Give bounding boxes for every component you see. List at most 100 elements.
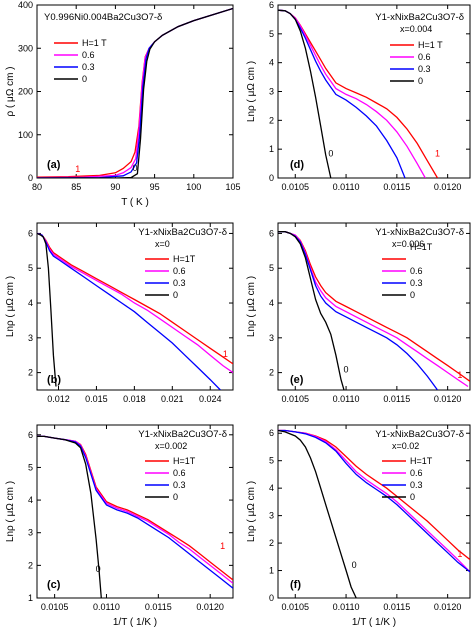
series-line-0.3	[278, 231, 439, 390]
y-tick-label: 2	[28, 560, 33, 570]
y-tick-label: 5	[269, 29, 274, 39]
x-tick-label: 0.0105	[41, 602, 69, 612]
legend-entry: 0	[410, 290, 415, 300]
panel-title: Y1-xNixBa2Cu3O7-δ	[138, 429, 227, 440]
y-tick-label: 2	[269, 115, 274, 125]
panel-f: 0.0105 0.0110 0.0115 0.0120 0 1 2 3 4 5 6 1 0 Lnρ ( μ…	[246, 424, 471, 628]
panel-title: Y0.996Ni0.004Ba2Cu3O7-δ	[44, 12, 162, 23]
panel-subtitle: x=0	[155, 239, 170, 249]
legend-header: H=1T	[410, 242, 433, 252]
x-tick-label: 0.0105	[282, 182, 310, 192]
y-tick-label: 2	[269, 538, 274, 548]
y-tick-label: 6	[28, 228, 33, 238]
series-line-H1T	[278, 231, 470, 382]
legend: H=1T 0.6 0.3 0	[145, 254, 196, 300]
y-tick-label: 200	[18, 87, 33, 97]
x-tick-label: 0.0105	[282, 602, 310, 612]
x-tick-label: 0.0105	[282, 394, 310, 404]
panel-d: 0.0105 0.0110 0.0115 0.0120 0 1 2 3 4 5 6 1 0 Lnρ ( μ…	[246, 0, 471, 192]
series-line-0.6	[37, 232, 233, 374]
legend-entry: 0.6	[82, 50, 95, 60]
series-line-0	[278, 9, 332, 178]
legend-entry: 0	[173, 492, 178, 502]
x-tick-label: 0.018	[123, 394, 146, 404]
legend-entry: 0.6	[410, 266, 423, 276]
y-tick-label: 0	[269, 173, 274, 183]
x-axis-label: T ( K )	[121, 197, 149, 208]
curve-label: 1	[220, 541, 225, 551]
y-tick-label: 3	[269, 87, 274, 97]
panel-label: (c)	[47, 579, 61, 591]
x-tick-label: 80	[32, 182, 42, 192]
y-tick-label: 3	[269, 333, 274, 343]
y-tick-label: 300	[18, 43, 33, 53]
x-tick-label: 0.0115	[145, 602, 172, 612]
legend-entry: 0	[173, 290, 178, 300]
curve-label: 0	[352, 560, 357, 570]
series-line-0.6	[37, 435, 233, 584]
series-group	[37, 435, 233, 598]
panel-title: Y1-xNixBa2Cu3O7-δ	[375, 429, 464, 440]
legend: H=1 T 0.6 0.3 0	[54, 38, 107, 84]
series-line-0.3	[37, 435, 233, 589]
x-tick-label: 0.021	[161, 394, 184, 404]
legend-entry: 0	[410, 492, 415, 502]
y-tick-label: 2	[28, 368, 33, 378]
series-line-0.3	[37, 232, 221, 390]
series-group	[278, 9, 439, 178]
y-tick-label: 3	[28, 528, 33, 538]
y-tick-label: 5	[269, 456, 274, 466]
legend-entry: H=1T	[173, 456, 196, 466]
panel-b: 0.012 0.015 0.018 0.021 0.024 2 3 4 5 6 1 Lnρ ( μΩ …	[5, 222, 234, 404]
curve-label: 1	[457, 370, 462, 380]
series-line-0.3	[278, 429, 470, 573]
y-tick-label: 2	[269, 368, 274, 378]
x-tick-label: 0.0115	[383, 602, 410, 612]
y-axis-label: Lnρ ( μΩ cm )	[246, 276, 257, 337]
y-tick-label: 4	[28, 298, 33, 308]
curve-label: 1	[223, 349, 228, 359]
curve-label: 1	[457, 549, 462, 559]
panel-label: (a)	[47, 159, 61, 171]
x-tick-label: 85	[71, 182, 81, 192]
y-tick-label: 4	[28, 495, 33, 505]
x-tick-label: 90	[110, 182, 120, 192]
legend-entry: H=1T	[410, 456, 433, 466]
legend-entry: 0.3	[410, 278, 423, 288]
y-tick-label: 5	[28, 462, 33, 472]
series-group	[278, 429, 470, 598]
series-line-H1T	[37, 7, 233, 178]
y-tick-label: 6	[269, 428, 274, 438]
legend-entry: 0.6	[173, 468, 186, 478]
y-tick-label: 4	[269, 58, 274, 68]
x-tick-label: 0.0110	[333, 602, 360, 612]
series-line-0	[37, 435, 102, 598]
y-tick-label: 6	[269, 0, 274, 10]
series-line-0.6	[278, 429, 470, 573]
legend-entry: 0	[82, 74, 87, 84]
series-line-0.6	[278, 231, 469, 388]
x-tick-label: 0.0120	[196, 602, 224, 612]
panel-subtitle: x=0.002	[155, 441, 187, 451]
panel-label: (d)	[290, 159, 304, 171]
x-tick-label: 0.0110	[333, 394, 360, 404]
y-tick-label: 1	[269, 566, 274, 576]
plot-frame	[36, 424, 234, 599]
y-tick-label: 0	[28, 173, 33, 183]
x-tick-label: 0.0110	[93, 602, 120, 612]
legend-entry: 0	[418, 76, 423, 86]
y-tick-label: 400	[18, 0, 33, 10]
x-axis-label: 1/T ( 1/K )	[352, 617, 396, 628]
y-axis-label: Lnρ ( μΩ cm )	[5, 276, 16, 337]
series-line-H1T	[37, 232, 233, 365]
series-line-0	[37, 232, 57, 387]
plot-frame	[277, 222, 471, 391]
legend-entry: 0.3	[173, 278, 186, 288]
curve-label: 0	[96, 564, 101, 574]
x-tick-label: 0.0110	[333, 182, 360, 192]
series-line-0	[278, 429, 357, 598]
series-line-0	[278, 231, 345, 390]
x-tick-label: 105	[225, 182, 240, 192]
series-line-H1T	[37, 435, 233, 581]
